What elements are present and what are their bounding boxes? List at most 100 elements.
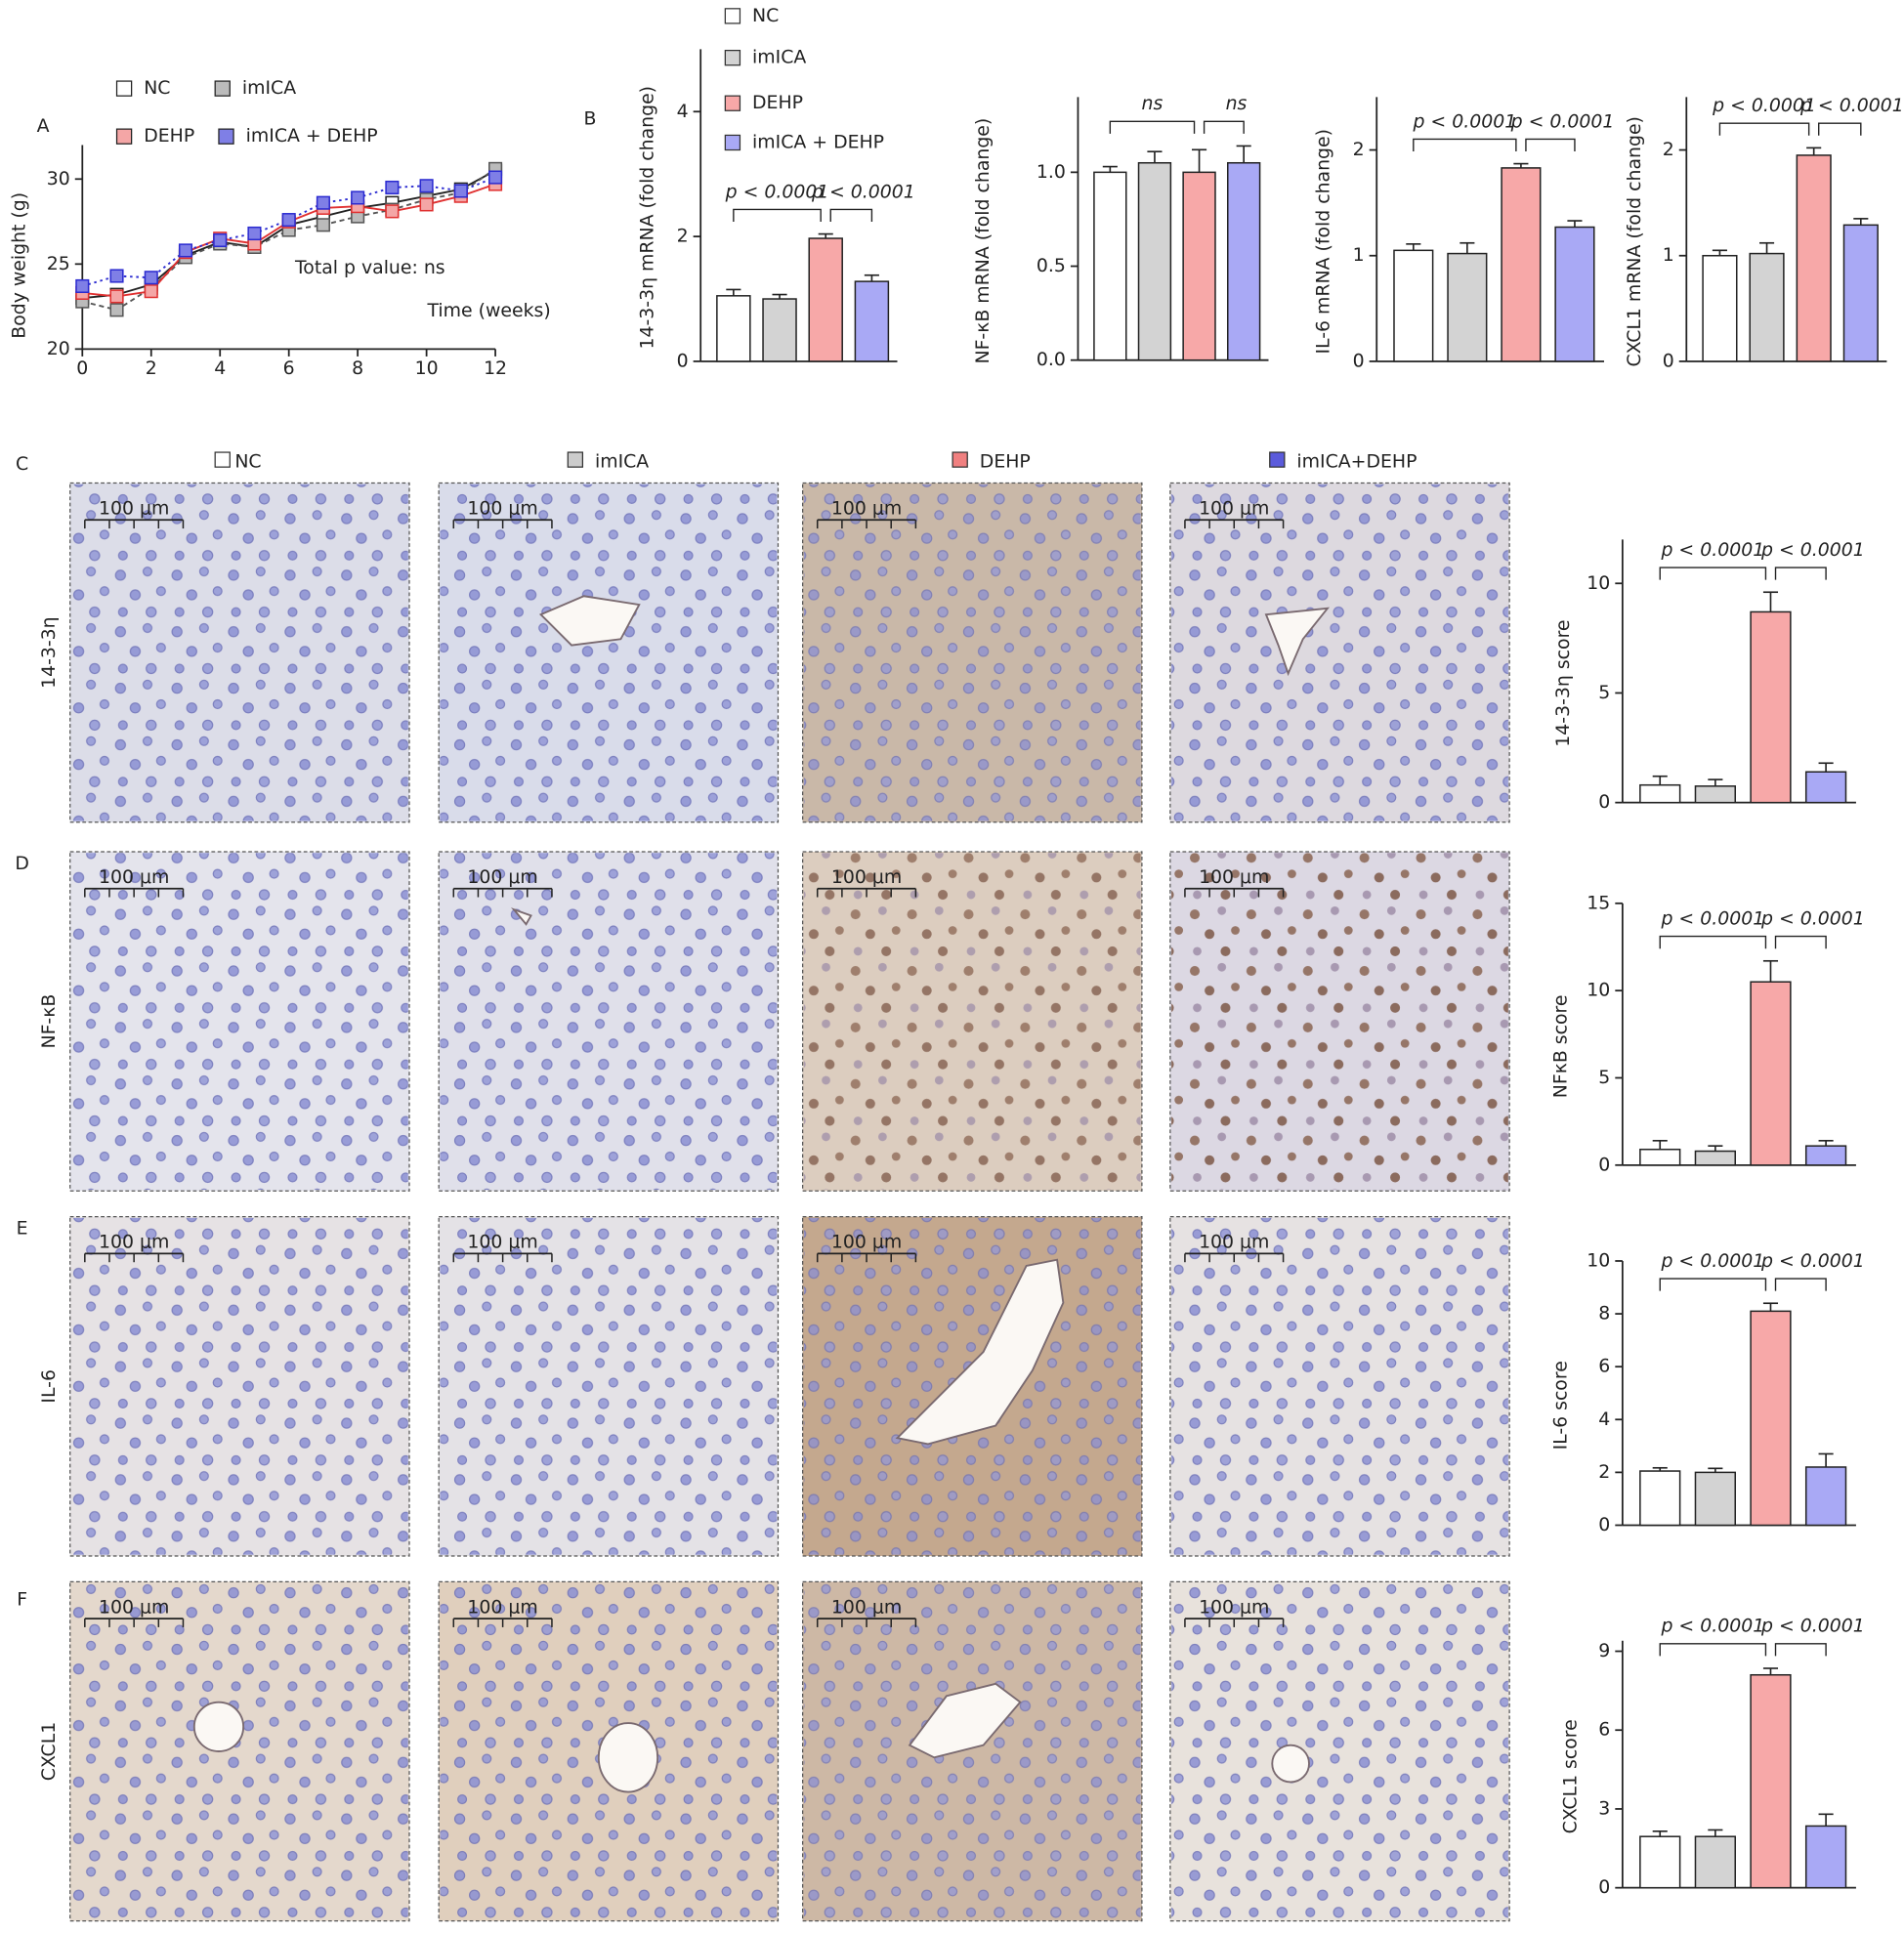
column-header: NC [234, 451, 261, 473]
marker [109, 289, 124, 304]
legend-label: imICA + DEHP [752, 131, 884, 152]
marker [178, 243, 193, 258]
marker [488, 170, 503, 185]
marker [453, 184, 468, 198]
bar [1804, 771, 1847, 804]
legend-key [115, 80, 133, 97]
significance-bracket [1774, 567, 1827, 580]
bar [1639, 1148, 1681, 1166]
scale-label: 100 μm [1199, 1232, 1269, 1253]
legend-label: imICA [242, 77, 296, 99]
panel-label: D [15, 853, 29, 874]
row-label: NF-κB [38, 994, 60, 1049]
panel-label: A [37, 115, 50, 137]
bar [1694, 1150, 1736, 1166]
marker [385, 180, 400, 195]
nuclei [70, 1217, 408, 1555]
x-tick-label: 12 [484, 357, 507, 379]
nuclei [1171, 1582, 1508, 1920]
bar [1842, 224, 1879, 362]
bar [1750, 981, 1792, 1166]
bar [1501, 167, 1542, 362]
significance-label: p < 0.0001 [1760, 1616, 1865, 1637]
significance-bracket [1774, 935, 1827, 949]
significance-bracket [1818, 122, 1862, 136]
y-axis-label: IL-6 score [1549, 1361, 1571, 1450]
significance-label: p < 0.0001 [1660, 908, 1764, 930]
y-tick-label: 10 [1587, 1249, 1610, 1271]
vessel [538, 595, 641, 647]
significance-label: p < 0.0001 [1510, 110, 1615, 132]
nuclei [70, 484, 408, 821]
legend-label: NC [144, 77, 170, 99]
y-tick-label: 20 [47, 338, 70, 359]
significance-label: p < 0.0001 [1660, 1250, 1764, 1272]
legend-key [724, 8, 741, 24]
bar [1804, 1825, 1847, 1889]
scale-label: 100 μm [467, 1232, 537, 1253]
legend-label: imICA + DEHP [246, 125, 378, 147]
column-key [214, 451, 231, 468]
bar [1447, 252, 1488, 362]
bar [1804, 1466, 1847, 1527]
y-tick-label: 10 [1587, 572, 1610, 594]
marker [316, 218, 330, 232]
marker [385, 204, 400, 219]
legend-label: DEHP [752, 92, 803, 113]
row-label: IL-6 [38, 1369, 60, 1404]
nuclei [803, 853, 1141, 1190]
scale-label: 100 μm [467, 866, 537, 888]
column-key [1269, 451, 1286, 468]
y-tick-label: 8 [1598, 1303, 1610, 1324]
legend-label: NC [752, 5, 779, 26]
bar [1137, 161, 1172, 361]
bar [1694, 785, 1736, 804]
scale-label: 100 μm [467, 1596, 537, 1618]
scale-label: 100 μm [831, 866, 902, 888]
bar [716, 295, 751, 362]
y-tick-label: 0 [1598, 1154, 1610, 1175]
x-tick-label: 0 [76, 357, 88, 379]
annotation: Total p value: ns [294, 257, 445, 278]
significance-label: p < 0.0001 [1660, 539, 1764, 561]
vessel [895, 1258, 1065, 1446]
y-tick-label: 0 [1598, 1876, 1610, 1898]
nuclei [1171, 853, 1508, 1190]
scale-label: 100 μm [1199, 497, 1269, 519]
bar [1639, 1470, 1681, 1527]
significance-bracket [1774, 1278, 1827, 1291]
y-tick-label: 5 [1598, 682, 1610, 703]
y-axis-label: 14-3-3η score [1552, 619, 1574, 746]
y-tick-label: 0.0 [1037, 349, 1066, 370]
vessel [1264, 607, 1331, 677]
significance-label: p < 0.0001 [1760, 539, 1865, 561]
y-tick-label: 2 [677, 226, 689, 247]
y-axis-label: NF-κB mRNA (fold change) [972, 118, 994, 364]
row-label: CXCL1 [38, 1722, 60, 1781]
marker [144, 284, 158, 299]
significance-bracket [1659, 935, 1767, 949]
significance-bracket [1659, 1643, 1767, 1657]
significance-label: p < 0.0001 [725, 181, 829, 202]
bar [1182, 171, 1216, 361]
y-axis-label: 14-3-3η mRNA (fold change) [637, 86, 658, 350]
scale-label: 100 μm [99, 1596, 169, 1618]
marker [109, 303, 124, 317]
y-tick-label: 0 [1663, 350, 1674, 371]
y-tick-label: 10 [1587, 980, 1610, 1001]
bar [1694, 1835, 1736, 1889]
significance-bracket [1659, 1278, 1767, 1291]
scale-label: 100 μm [1199, 866, 1269, 888]
bar [1393, 249, 1434, 362]
scale-label: 100 μm [467, 497, 537, 519]
significance-label: p < 0.0001 [1412, 110, 1516, 132]
vessel [1271, 1744, 1310, 1784]
bar [762, 298, 797, 362]
y-tick-label: 2 [1598, 1461, 1610, 1483]
bar [1226, 161, 1261, 361]
bar [1639, 1835, 1681, 1889]
panel-label: B [583, 108, 596, 130]
scale-label: 100 μm [831, 1596, 902, 1618]
y-tick-label: 4 [677, 101, 689, 122]
bar [1554, 226, 1595, 362]
